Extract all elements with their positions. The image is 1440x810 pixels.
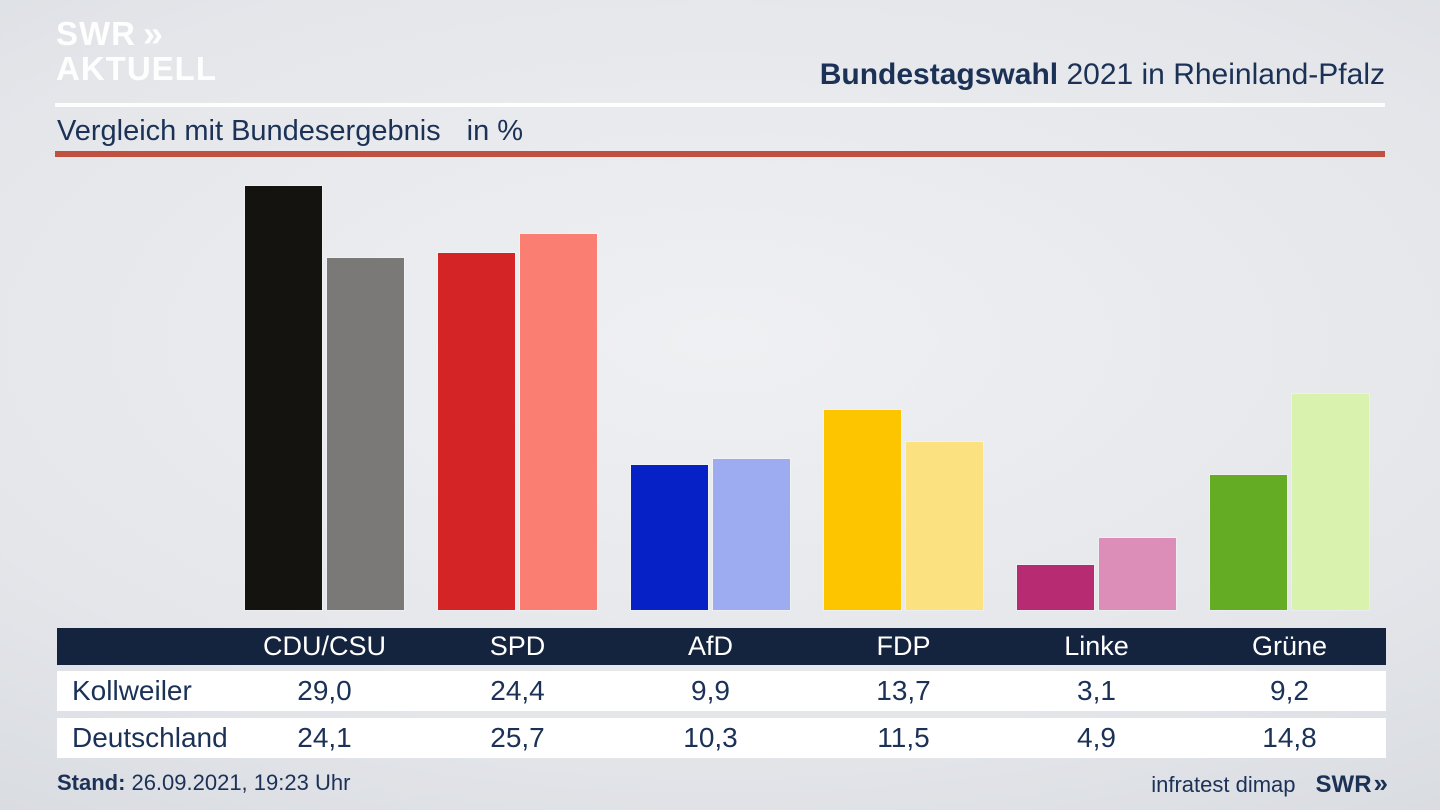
source-attribution: infratest dimap SWR » bbox=[1151, 768, 1389, 799]
bar-afd-kollweiler bbox=[631, 465, 708, 610]
double-chevron-icon: » bbox=[1373, 768, 1389, 798]
value-cell: 9,2 bbox=[1270, 675, 1309, 706]
row-label: Deutschland bbox=[72, 722, 228, 753]
value-cell: 29,0 bbox=[297, 675, 352, 706]
bar-linke-kollweiler bbox=[1017, 565, 1094, 610]
column-header-spd: SPD bbox=[489, 631, 546, 661]
stand-value: 26.09.2021, 19:23 Uhr bbox=[131, 770, 351, 795]
header-underline bbox=[55, 103, 1385, 107]
value-cell: 25,7 bbox=[490, 722, 545, 753]
row-label: Kollweiler bbox=[72, 675, 192, 706]
bar-fdp-kollweiler bbox=[824, 410, 901, 610]
bar-fdp-deutschland bbox=[906, 442, 983, 610]
value-cell: 9,9 bbox=[691, 675, 730, 706]
bar-cdu-csu-deutschland bbox=[327, 258, 404, 610]
page-title: Bundestagswahl 2021 in Rheinland-Pfalz bbox=[820, 58, 1385, 92]
value-cell: 4,9 bbox=[1077, 722, 1116, 753]
column-header-gr-ne: Grüne bbox=[1251, 631, 1328, 661]
column-header-fdp: FDP bbox=[876, 631, 931, 661]
value-cell: 13,7 bbox=[876, 675, 931, 706]
value-cell: 3,1 bbox=[1077, 675, 1116, 706]
table-row: Kollweiler 29,0 24,4 9,9 13,7 3,1 9,2 bbox=[57, 671, 1386, 711]
bar-gr-ne-deutschland bbox=[1292, 394, 1369, 610]
chart-subtitle: Vergleich mit Bundesergebnis in % bbox=[57, 114, 523, 148]
timestamp: Stand: 26.09.2021, 19:23 Uhr bbox=[57, 770, 350, 796]
bar-afd-deutschland bbox=[713, 459, 790, 610]
logo-text-swr: SWR bbox=[56, 15, 136, 52]
bar-spd-deutschland bbox=[520, 234, 597, 610]
bar-linke-deutschland bbox=[1099, 538, 1176, 610]
swr-logo-text: SWR bbox=[1315, 771, 1372, 798]
value-cell: 24,4 bbox=[490, 675, 545, 706]
value-cell: 14,8 bbox=[1262, 722, 1317, 753]
column-header-afd: AfD bbox=[687, 631, 733, 661]
stand-label: Stand: bbox=[57, 770, 126, 795]
value-cell: 24,1 bbox=[297, 722, 352, 753]
column-header-cdu-csu: CDU/CSU bbox=[262, 631, 386, 661]
subtitle-unit: in % bbox=[466, 115, 524, 147]
bar-spd-kollweiler bbox=[438, 253, 515, 610]
table-header-row: CDU/CSU SPD AfD FDP Linke Grüne bbox=[57, 628, 1386, 665]
column-header-linke: Linke bbox=[1064, 631, 1129, 661]
table-row: Deutschland 24,1 25,7 10,3 11,5 4,9 14,8 bbox=[57, 718, 1386, 758]
swr-aktuell-logo: SWR » AKTUELL bbox=[56, 12, 217, 87]
swr-logo-footer: SWR » bbox=[1315, 768, 1389, 799]
value-cell: 11,5 bbox=[877, 722, 930, 753]
source-name: infratest dimap bbox=[1151, 772, 1296, 797]
bar-cdu-csu-kollweiler bbox=[245, 186, 322, 610]
title-rest: 2021 in Rheinland-Pfalz bbox=[1058, 58, 1385, 91]
subtitle-text: Vergleich mit Bundesergebnis bbox=[57, 115, 441, 147]
double-chevron-icon: » bbox=[143, 12, 163, 54]
value-cell: 10,3 bbox=[683, 722, 738, 753]
bar-gr-ne-kollweiler bbox=[1210, 475, 1287, 610]
title-bold: Bundestagswahl bbox=[819, 58, 1059, 91]
logo-text-aktuell: AKTUELL bbox=[56, 50, 217, 87]
accent-divider bbox=[55, 151, 1385, 157]
